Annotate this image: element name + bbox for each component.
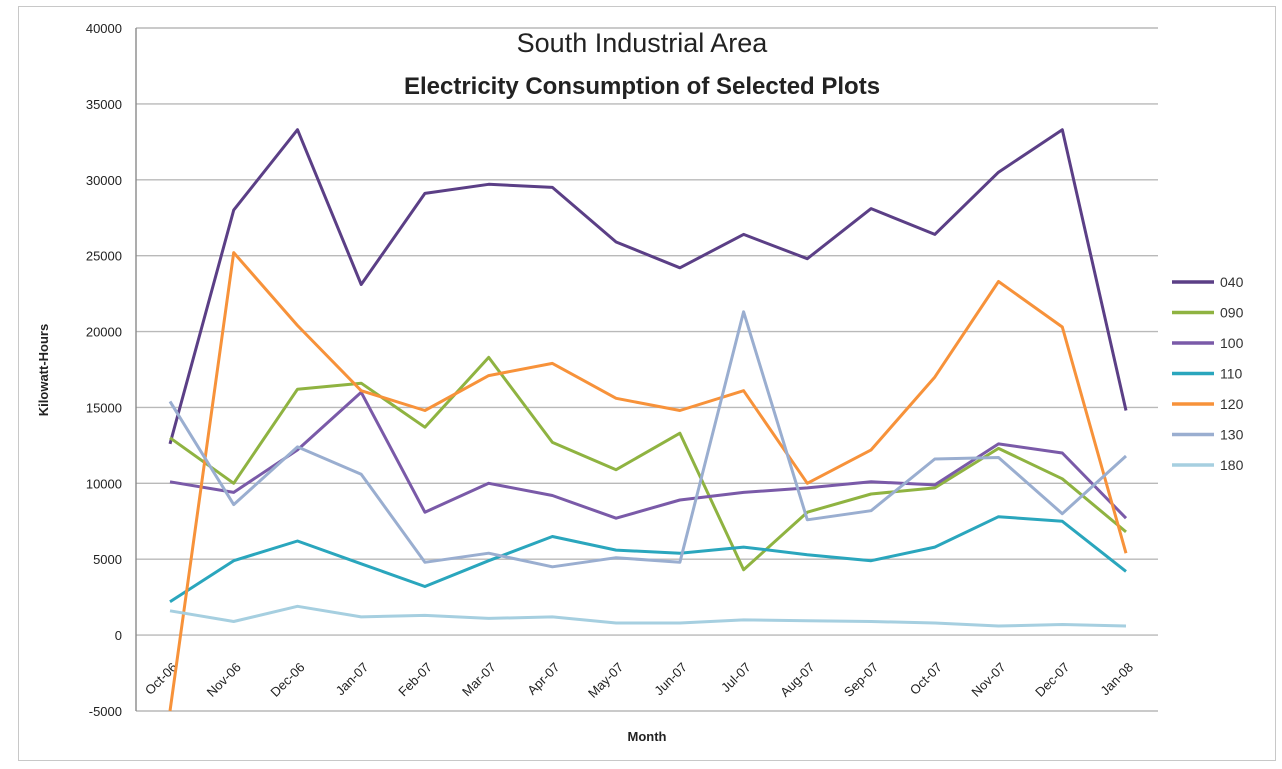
legend-label-090: 090 — [1220, 305, 1244, 321]
y-tick-label: 25000 — [86, 249, 122, 264]
x-tick-label: Dec-06 — [267, 660, 307, 700]
y-tick-label: 40000 — [86, 21, 122, 36]
legend: 040 090 100 110 120 130 180 — [1172, 274, 1244, 473]
x-tick-label: Oct-07 — [907, 660, 945, 698]
legend-label-040: 040 — [1220, 274, 1244, 290]
series-line-090 — [169, 355, 1127, 572]
x-tick-label: May-07 — [585, 660, 626, 701]
legend-label-180: 180 — [1220, 457, 1244, 473]
x-tick-label: Feb-07 — [395, 660, 435, 700]
x-tick-label: Jun-07 — [651, 660, 690, 699]
x-tick-label: Nov-06 — [204, 660, 244, 700]
legend-label-110: 110 — [1220, 366, 1243, 382]
x-tick-label: Dec-07 — [1032, 660, 1072, 700]
x-tick-label: Apr-07 — [524, 660, 562, 698]
y-axis-title: Kilowatt-Hours — [36, 324, 51, 416]
legend-label-120: 120 — [1220, 396, 1244, 412]
legend-label-100: 100 — [1220, 335, 1244, 351]
series-line-120 — [168, 251, 1128, 712]
y-axis-ticks: -5000 0 5000 10000 15000 20000 25000 30000 35000… — [86, 21, 122, 719]
x-tick-label: Jan-08 — [1097, 660, 1136, 699]
x-tick-label: Aug-07 — [777, 660, 817, 700]
series-line-110 — [169, 515, 1127, 603]
y-tick-label: 35000 — [86, 97, 122, 112]
y-tick-label: 10000 — [86, 476, 122, 491]
series-line-130 — [168, 310, 1128, 569]
y-tick-label: 30000 — [86, 173, 122, 188]
x-tick-label: Sep-07 — [841, 660, 881, 700]
series-line-180 — [169, 604, 1127, 628]
x-tick-label: Jul-07 — [718, 660, 754, 696]
x-tick-label: Nov-07 — [968, 660, 1008, 700]
gridlines — [135, 27, 1158, 712]
legend-label-130: 130 — [1220, 427, 1244, 443]
series-line-100 — [169, 390, 1128, 520]
y-tick-label: -5000 — [89, 704, 122, 719]
chart-subtitle: Electricity Consumption of Selected Plot… — [404, 73, 880, 100]
x-tick-label: Mar-07 — [459, 660, 499, 700]
x-axis-title: Month — [628, 729, 667, 744]
series-lines — [168, 128, 1128, 712]
y-tick-label: 15000 — [86, 400, 122, 415]
y-tick-label: 20000 — [86, 325, 122, 340]
y-tick-label: 0 — [115, 628, 122, 643]
x-tick-label: Jan-07 — [333, 660, 372, 699]
y-tick-label: 5000 — [93, 552, 122, 567]
x-axis-ticks: Oct-06 Nov-06 Dec-06 Jan-07 Feb-07 Mar-07 Apr-… — [142, 660, 1136, 701]
chart-title: South Industrial Area — [517, 28, 769, 58]
series-line-040 — [168, 128, 1128, 445]
